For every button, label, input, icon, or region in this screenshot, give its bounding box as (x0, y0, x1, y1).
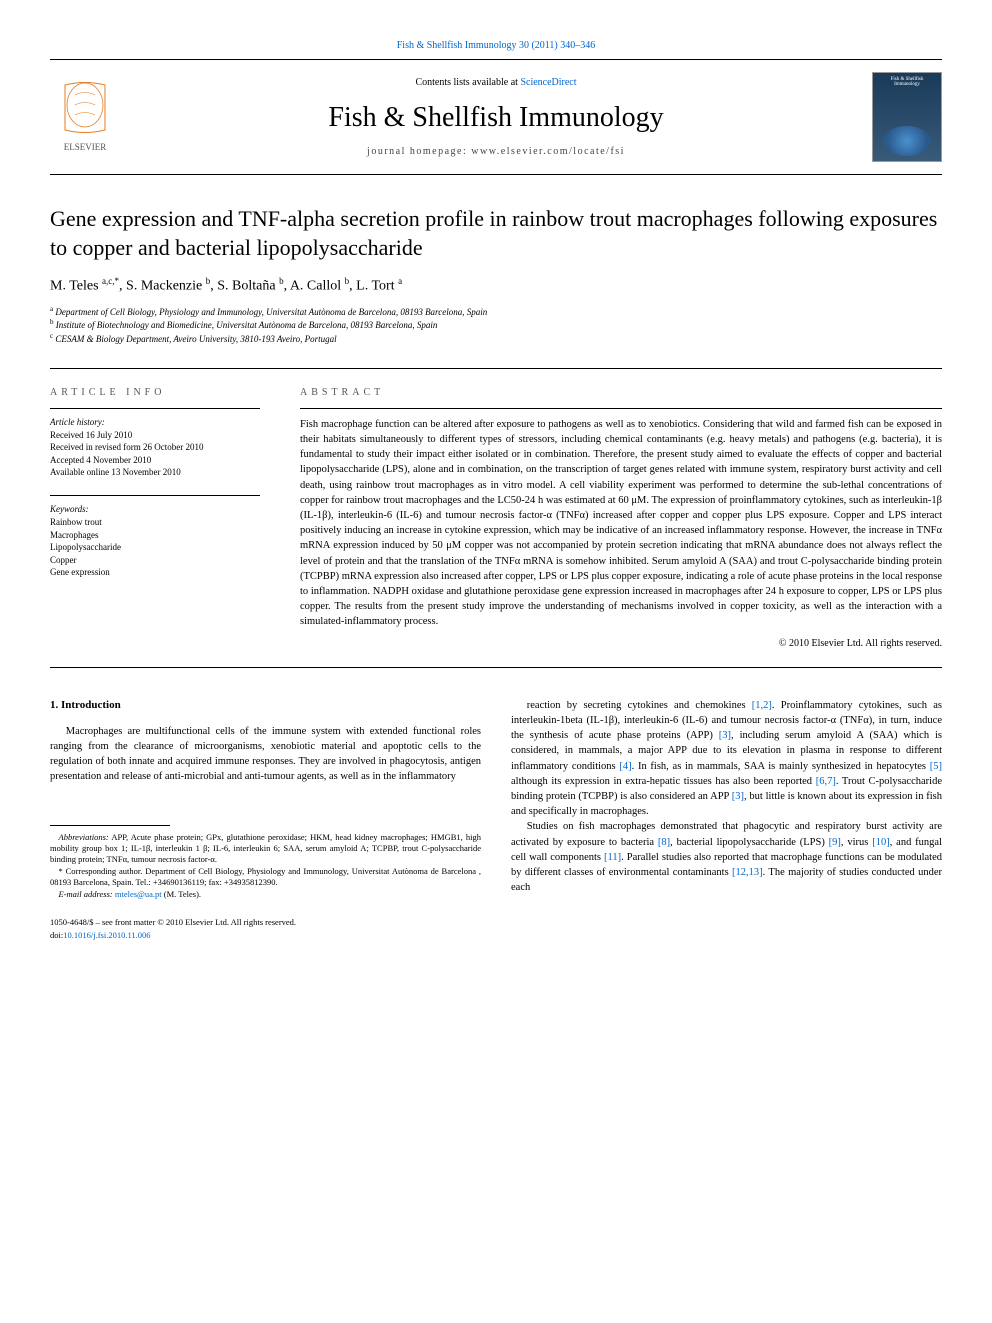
footnotes: Abbreviations: APP, Acute phase protein;… (50, 832, 481, 901)
cover-label-bottom: Immunology (873, 82, 941, 87)
journal-cover-thumb: Fish & Shellfish Immunology (872, 72, 942, 162)
article-title: Gene expression and TNF-alpha secretion … (50, 205, 942, 262)
intro-p2: reaction by secreting cytokines and chem… (511, 698, 942, 820)
homepage-line: journal homepage: www.elsevier.com/locat… (140, 146, 852, 157)
homepage-url[interactable]: www.elsevier.com/locate/fsi (471, 146, 625, 157)
elsevier-logo: ELSEVIER (50, 75, 120, 155)
abstract-text: Fish macrophage function can be altered … (300, 417, 942, 630)
abstract-body: Fish macrophage function can be altered … (300, 408, 942, 649)
footnote-separator (50, 825, 170, 826)
citation-link[interactable]: Fish & Shellfish Immunology 30 (2011) 34… (397, 40, 596, 51)
info-abstract-row: ARTICLE INFO Article history: Received 1… (50, 387, 942, 649)
contents-prefix: Contents lists available at (415, 77, 520, 88)
body-two-column: 1. Introduction Macrophages are multifun… (50, 698, 942, 941)
contents-line: Contents lists available at ScienceDirec… (140, 77, 852, 88)
homepage-prefix: journal homepage: (367, 146, 471, 157)
history-revised: Received in revised form 26 October 2010 (50, 441, 260, 454)
article-info-label: ARTICLE INFO (50, 387, 260, 398)
title-block: Gene expression and TNF-alpha secretion … (50, 205, 942, 346)
abbreviations-note: Abbreviations: APP, Acute phase protein;… (50, 832, 481, 866)
history-received: Received 16 July 2010 (50, 429, 260, 442)
citation-line: Fish & Shellfish Immunology 30 (2011) 34… (50, 40, 942, 51)
keywords-heading: Keywords: (50, 504, 260, 514)
footer-doi: doi:10.1016/j.fsi.2010.11.006 (50, 929, 481, 941)
history-online: Available online 13 November 2010 (50, 466, 260, 479)
history-accepted: Accepted 4 November 2010 (50, 454, 260, 467)
affiliations: a Department of Cell Biology, Physiology… (50, 305, 942, 346)
svg-text:ELSEVIER: ELSEVIER (64, 142, 107, 152)
history-heading: Article history: (50, 417, 260, 427)
journal-name: Fish & Shellfish Immunology (140, 102, 852, 134)
divider (50, 368, 942, 369)
footer-front-matter: 1050-4648/$ – see front matter © 2010 El… (50, 916, 481, 928)
affiliation-b: b Institute of Biotechnology and Biomedi… (50, 318, 942, 332)
article-history: Article history: Received 16 July 2010 R… (50, 408, 260, 479)
intro-heading: 1. Introduction (50, 698, 481, 714)
affiliation-a: a Department of Cell Biology, Physiology… (50, 305, 942, 319)
keyword-1: Macrophages (50, 529, 260, 542)
publisher-logo-area: ELSEVIER (50, 75, 140, 160)
sciencedirect-link[interactable]: ScienceDirect (520, 77, 576, 88)
cover-label-top: Fish & Shellfish (873, 73, 941, 82)
abstract-col: ABSTRACT Fish macrophage function can be… (300, 387, 942, 649)
corresponding-author-note: * Corresponding author. Department of Ce… (50, 866, 481, 889)
article-info-col: ARTICLE INFO Article history: Received 1… (50, 387, 260, 649)
keyword-0: Rainbow trout (50, 516, 260, 529)
doi-link[interactable]: 10.1016/j.fsi.2010.11.006 (63, 930, 150, 940)
footer-block: 1050-4648/$ – see front matter © 2010 El… (50, 916, 481, 941)
keyword-3: Copper (50, 554, 260, 567)
page-container: Fish & Shellfish Immunology 30 (2011) 34… (0, 0, 992, 981)
intro-p1: Macrophages are multifunctional cells of… (50, 724, 481, 785)
body-col-left: 1. Introduction Macrophages are multifun… (50, 698, 481, 941)
masthead-center: Contents lists available at ScienceDirec… (140, 77, 852, 157)
authors-line: M. Teles a,c,*, S. Mackenzie b, S. Bolta… (50, 276, 942, 295)
copyright-line: © 2010 Elsevier Ltd. All rights reserved… (300, 638, 942, 649)
affiliation-c: c CESAM & Biology Department, Aveiro Uni… (50, 332, 942, 346)
body-col-right: reaction by secreting cytokines and chem… (511, 698, 942, 941)
keywords-block: Keywords: Rainbow trout Macrophages Lipo… (50, 495, 260, 579)
divider-abstract-bottom (50, 667, 942, 668)
email-note: E-mail address: mteles@ua.pt (M. Teles). (50, 889, 481, 900)
keyword-2: Lipopolysaccharide (50, 541, 260, 554)
abstract-label: ABSTRACT (300, 387, 942, 398)
intro-p3: Studies on fish macrophages demonstrated… (511, 819, 942, 895)
email-link[interactable]: mteles@ua.pt (115, 889, 162, 899)
journal-cover-area: Fish & Shellfish Immunology (852, 72, 942, 162)
masthead: ELSEVIER Contents lists available at Sci… (50, 59, 942, 175)
keyword-4: Gene expression (50, 566, 260, 579)
